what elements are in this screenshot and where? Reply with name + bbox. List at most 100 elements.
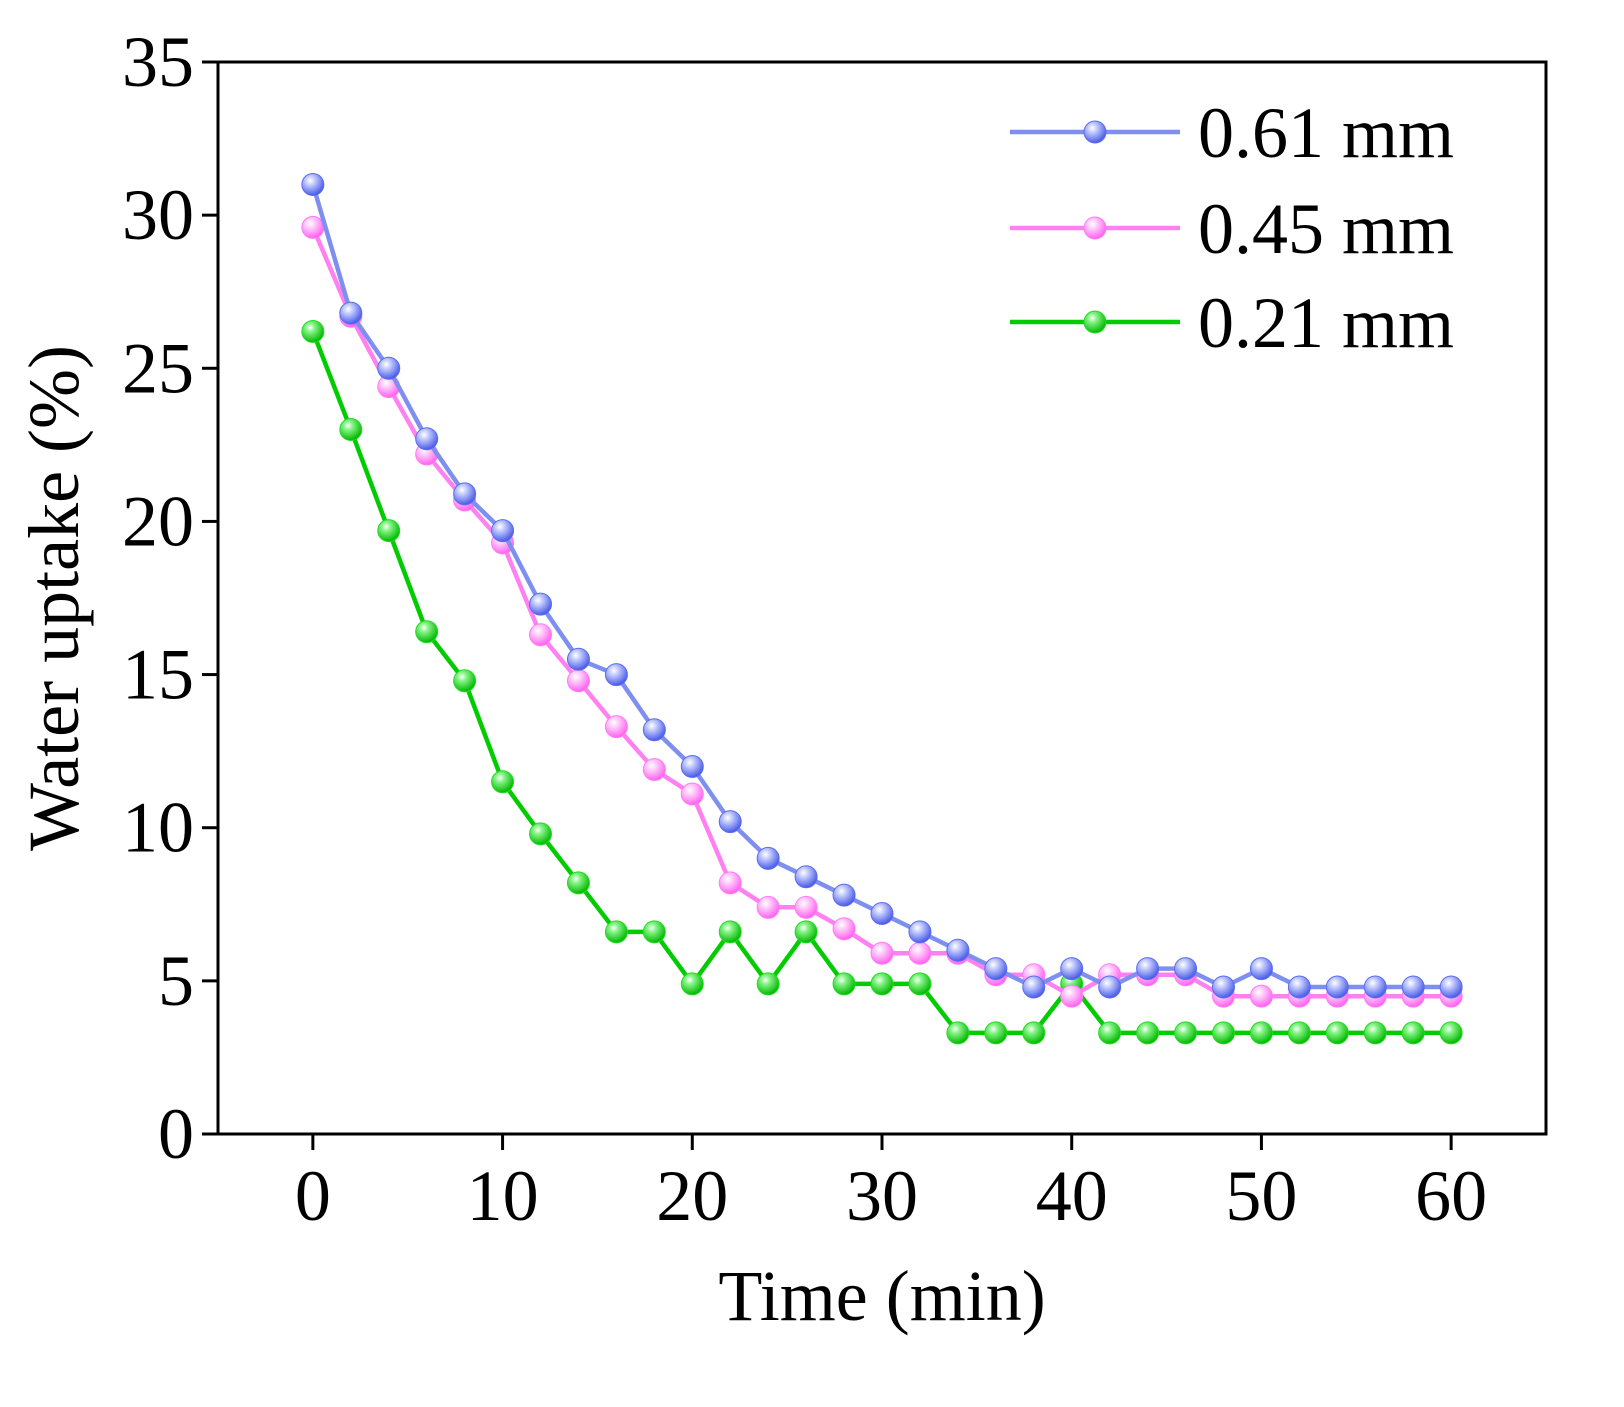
data-point xyxy=(870,901,894,925)
y-tick-label: 30 xyxy=(122,175,194,255)
data-point xyxy=(832,972,856,996)
y-tick-label: 5 xyxy=(158,941,194,1021)
data-point xyxy=(377,356,401,380)
legend-label: 0.21 mm xyxy=(1198,283,1454,363)
data-point xyxy=(1136,957,1160,981)
legend-label: 0.45 mm xyxy=(1198,189,1454,269)
data-point xyxy=(1287,975,1311,999)
y-tick-label: 35 xyxy=(122,22,194,102)
data-point xyxy=(1136,1021,1160,1045)
data-point xyxy=(1174,1021,1198,1045)
data-point xyxy=(718,920,742,944)
data-point xyxy=(1098,1021,1122,1045)
data-point xyxy=(1401,1021,1425,1045)
data-point xyxy=(566,871,590,895)
x-tick-label: 10 xyxy=(467,1156,539,1236)
legend-item: 0.45 mm xyxy=(1010,189,1454,269)
x-tick-label: 40 xyxy=(1036,1156,1108,1236)
y-tick-label: 10 xyxy=(122,788,194,868)
series-line xyxy=(310,330,1452,1036)
data-point xyxy=(718,871,742,895)
data-point xyxy=(908,920,932,944)
data-point xyxy=(718,810,742,834)
data-point xyxy=(529,623,553,647)
series-0 xyxy=(301,173,1463,999)
data-point xyxy=(984,1021,1008,1045)
data-point xyxy=(491,519,515,543)
data-point xyxy=(1211,1021,1235,1045)
x-axis-label: Time (min) xyxy=(718,1256,1045,1336)
x-tick-label: 60 xyxy=(1415,1156,1487,1236)
series-layer xyxy=(301,173,1463,1045)
data-point xyxy=(1439,975,1463,999)
x-tick-label: 30 xyxy=(846,1156,918,1236)
data-point xyxy=(642,718,666,742)
data-point xyxy=(1249,1021,1273,1045)
series-2 xyxy=(301,320,1463,1045)
legend: 0.61 mm 0.45 mm 0.21 mm xyxy=(1010,93,1454,363)
legend-item: 0.61 mm xyxy=(1010,93,1454,173)
y-tick-label: 20 xyxy=(122,481,194,561)
data-point xyxy=(415,427,439,451)
y-axis-label: Water uptake (%) xyxy=(14,345,94,851)
data-point xyxy=(415,620,439,644)
data-point xyxy=(756,972,780,996)
data-point xyxy=(453,482,477,506)
data-point xyxy=(680,782,704,806)
data-point xyxy=(794,865,818,889)
data-point xyxy=(946,938,970,962)
data-point xyxy=(680,972,704,996)
data-point xyxy=(1363,1021,1387,1045)
data-point xyxy=(1249,984,1273,1008)
data-point xyxy=(642,758,666,782)
legend-swatch-marker xyxy=(1083,120,1107,144)
data-point xyxy=(566,647,590,671)
legend-label: 0.61 mm xyxy=(1198,93,1454,173)
data-point xyxy=(529,592,553,616)
data-point xyxy=(1174,957,1198,981)
data-point xyxy=(1022,1021,1046,1045)
data-point xyxy=(604,663,628,687)
data-point xyxy=(604,920,628,944)
data-point xyxy=(1060,984,1084,1008)
x-tick-label: 0 xyxy=(295,1156,331,1236)
data-point xyxy=(794,920,818,944)
data-point xyxy=(946,1021,970,1045)
legend-swatch-marker xyxy=(1083,216,1107,240)
data-point xyxy=(870,941,894,965)
data-point xyxy=(529,822,553,846)
data-point xyxy=(1060,957,1084,981)
data-point xyxy=(908,941,932,965)
y-axis: 0 5 10 15 20 25 30 35 xyxy=(122,22,218,1174)
legend-item: 0.21 mm xyxy=(1010,283,1454,363)
data-point xyxy=(301,215,325,239)
data-point xyxy=(642,920,666,944)
data-point xyxy=(908,972,932,996)
data-point xyxy=(1287,1021,1311,1045)
x-tick-label: 50 xyxy=(1225,1156,1297,1236)
legend-swatch-marker xyxy=(1083,310,1107,334)
data-point xyxy=(1211,975,1235,999)
x-axis: 0 10 20 30 40 50 60 xyxy=(295,1134,1487,1236)
data-point xyxy=(870,972,894,996)
data-point xyxy=(1325,1021,1349,1045)
data-point xyxy=(794,895,818,919)
data-point xyxy=(339,301,363,325)
data-point xyxy=(680,754,704,778)
data-point xyxy=(377,519,401,543)
data-point xyxy=(1363,975,1387,999)
data-point xyxy=(832,917,856,941)
data-point xyxy=(756,846,780,870)
data-point xyxy=(453,669,477,693)
data-point xyxy=(1022,975,1046,999)
series-1 xyxy=(301,215,1463,1008)
data-point xyxy=(301,173,325,197)
data-point xyxy=(1401,975,1425,999)
data-point xyxy=(301,320,325,344)
x-tick-label: 20 xyxy=(656,1156,728,1236)
data-point xyxy=(1325,975,1349,999)
data-point xyxy=(491,770,515,794)
data-point xyxy=(756,895,780,919)
